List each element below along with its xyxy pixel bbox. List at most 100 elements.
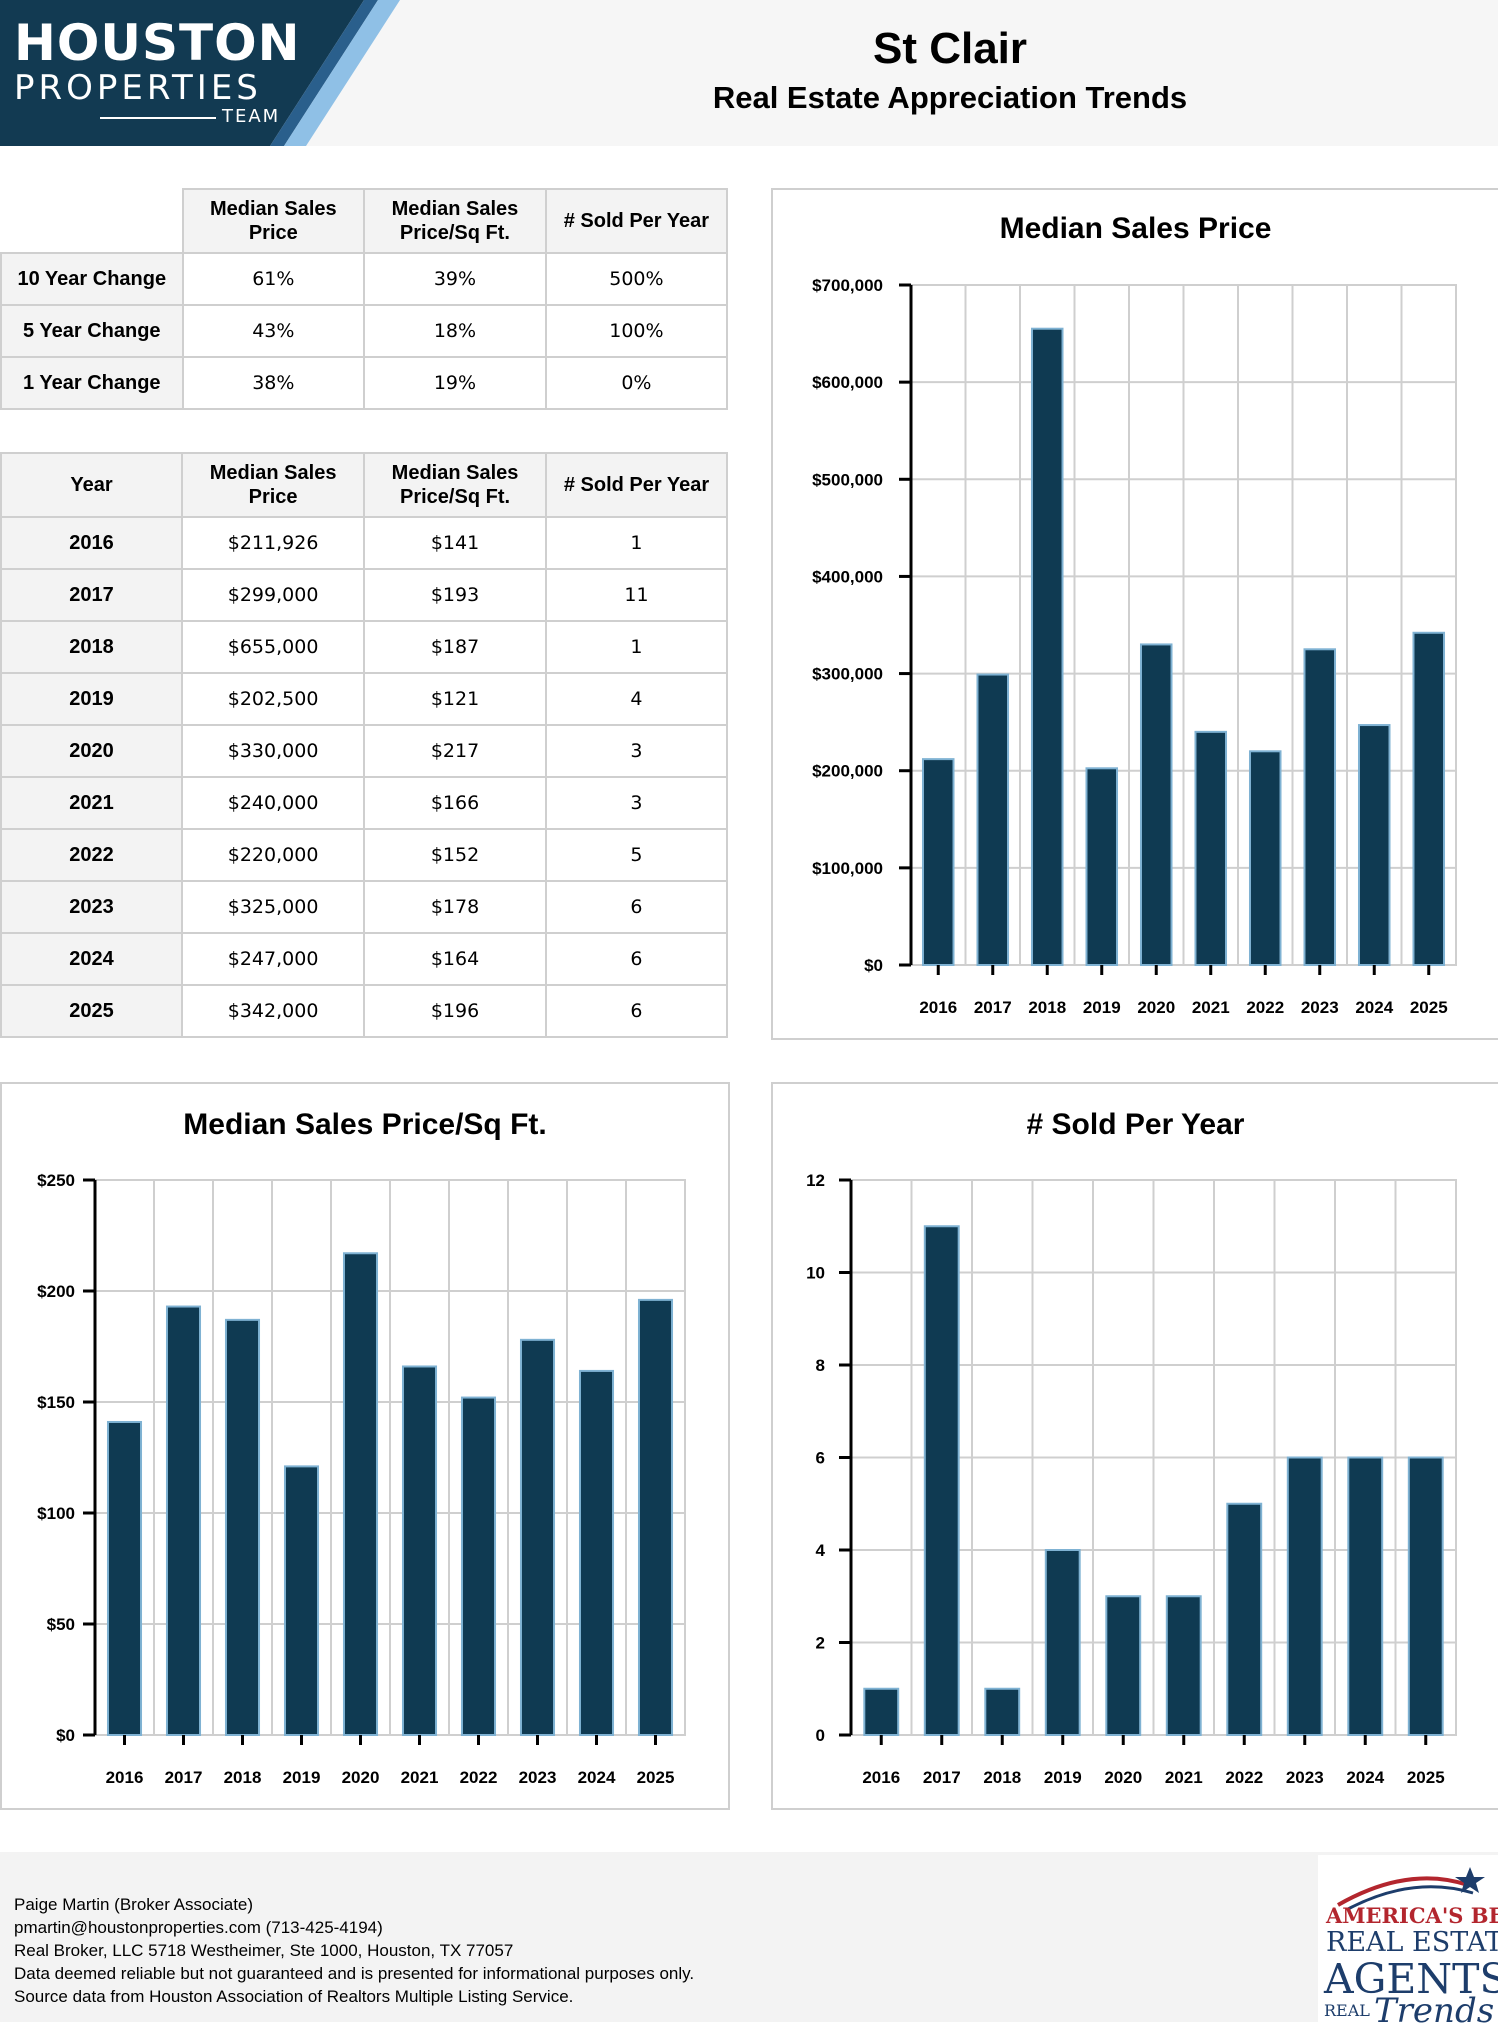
change-cell: 38% [181, 356, 366, 410]
x-tick-label: 2023 [1301, 998, 1339, 1017]
bar-2016 [106, 1420, 143, 1736]
year-table-cell: $325,000 [181, 880, 366, 934]
x-tick-label: 2024 [578, 1768, 616, 1787]
x-tick-label: 2018 [983, 1768, 1021, 1787]
x-tick-label: 2025 [1407, 1768, 1445, 1787]
x-tick-label: 2016 [106, 1768, 144, 1787]
y-tick-label: 8 [816, 1356, 825, 1375]
price-sqft-chart: Median Sales Price/Sq Ft. $0 $50 $100 $150 $2… [37, 1108, 686, 1787]
bar-2022 [1226, 1502, 1263, 1736]
change-row-label: 10 Year Change [0, 252, 184, 306]
logo-line1: HOUSTON [14, 14, 301, 72]
x-tick-label: 2020 [1137, 998, 1175, 1017]
y-tick-label: $200 [37, 1282, 75, 1301]
year-cell: 2017 [0, 568, 184, 622]
x-tick-label: 2023 [1286, 1768, 1324, 1787]
footer-source: Source data from Houston Association of … [14, 1987, 574, 2006]
badge-line2: REAL ESTATE [1326, 1927, 1498, 1958]
change-cell: 43% [181, 304, 366, 358]
year-table-header: Year [0, 452, 184, 518]
bar-2017 [923, 1225, 960, 1736]
year-table-cell: $193 [363, 568, 547, 622]
badge-line3: AGENTS [1324, 1955, 1498, 2003]
y-tick-label: $100 [37, 1504, 75, 1523]
year-table-cell: 1 [544, 516, 729, 570]
x-tick-label: 2018 [1028, 998, 1066, 1017]
bar-2016 [921, 758, 955, 966]
year-table-cell: $202,500 [181, 672, 366, 726]
year-table-cell: $220,000 [181, 828, 366, 882]
year-table-header: Median Sales Price [181, 452, 366, 518]
change-row-label: 5 Year Change [0, 304, 184, 358]
bar-2018 [224, 1318, 261, 1737]
year-table-cell: $187 [363, 620, 547, 674]
bar-2020 [1105, 1595, 1142, 1736]
badge-line1: AMERICA'S BEST [1326, 1903, 1498, 1928]
bar-2016 [863, 1687, 900, 1736]
year-table-cell: $178 [363, 880, 547, 934]
bar-2022 [460, 1396, 497, 1736]
bar-2020 [342, 1252, 379, 1736]
year-table: Year Median Sales Price Median Sales Pri… [0, 452, 729, 1038]
year-cell: 2025 [0, 984, 184, 1038]
bar-2017 [165, 1305, 202, 1736]
footer-disclaimer: Data deemed reliable but not guaranteed … [14, 1964, 695, 1983]
y-tick-label: $150 [37, 1393, 75, 1412]
bar-2024 [1347, 1456, 1384, 1736]
americas-best-badge: AMERICA'S BEST REAL ESTATE AGENTS REAL T… [1318, 1855, 1498, 2031]
change-cell: 500% [544, 252, 729, 306]
x-tick-label: 2021 [1165, 1768, 1203, 1787]
x-tick-label: 2020 [342, 1768, 380, 1787]
bar-2025 [1412, 631, 1446, 966]
year-table-cell: $247,000 [181, 932, 366, 986]
bar-2024 [1357, 724, 1391, 966]
change-table-header: Median Sales Price/Sq Ft. [363, 188, 547, 254]
header: HOUSTON PROPERTIES TEAM St Clair Real Es… [0, 0, 1498, 146]
year-table-row: 2022 $220,000 $152 5 [0, 828, 729, 882]
sold-per-year-chart: # Sold Per Year 0 2 4 6 8 10 12 2016 2017 2018 2019… [806, 1108, 1457, 1787]
y-tick-label: $0 [56, 1726, 75, 1745]
y-tick-label: 4 [816, 1541, 826, 1560]
change-table-corner [0, 188, 184, 254]
y-tick-label: $700,000 [812, 276, 883, 295]
y-tick-label: $500,000 [812, 470, 883, 489]
x-tick-label: 2024 [1346, 1768, 1384, 1787]
change-table: Median Sales Price Median Sales Price/Sq… [0, 188, 729, 410]
y-tick-label: 12 [806, 1171, 825, 1190]
bar-2023 [1303, 648, 1337, 966]
bar-2021 [1165, 1595, 1202, 1736]
year-table-cell: 1 [544, 620, 729, 674]
y-tick-label: $100,000 [812, 859, 883, 878]
chart-title: Median Sales Price [1000, 212, 1272, 245]
change-table-header: Median Sales Price [181, 188, 366, 254]
year-table-cell: 3 [544, 776, 729, 830]
x-tick-label: 2019 [1044, 1768, 1082, 1787]
year-table-row: 2021 $240,000 $166 3 [0, 776, 729, 830]
year-table-cell: $211,926 [181, 516, 366, 570]
year-table-cell: $164 [363, 932, 547, 986]
y-tick-label: 10 [806, 1264, 825, 1283]
change-cell: 18% [363, 304, 547, 358]
x-tick-label: 2022 [1246, 998, 1284, 1017]
x-tick-label: 2017 [923, 1768, 961, 1787]
change-cell: 61% [181, 252, 366, 306]
x-tick-label: 2018 [224, 1768, 262, 1787]
median-price-chart-panel: Median Sales Price $0 $100,000 $200,000 $300… [771, 188, 1498, 1040]
x-tick-label: 2020 [1104, 1768, 1142, 1787]
year-table-cell: $342,000 [181, 984, 366, 1038]
year-table-cell: $240,000 [181, 776, 366, 830]
y-tick-label: $300,000 [812, 665, 883, 684]
bar-2021 [1194, 730, 1228, 966]
year-table-row: 2018 $655,000 $187 1 [0, 620, 729, 674]
y-tick-label: $200,000 [812, 762, 883, 781]
logo-rule [100, 117, 216, 119]
logo-line2: PROPERTIES [14, 68, 262, 108]
change-table-row: 1 Year Change 38% 19% 0% [0, 356, 729, 410]
year-table-row: 2019 $202,500 $121 4 [0, 672, 729, 726]
x-tick-label: 2022 [1225, 1768, 1263, 1787]
year-table-cell: $299,000 [181, 568, 366, 622]
x-tick-label: 2021 [1192, 998, 1230, 1017]
year-table-cell: $196 [363, 984, 547, 1038]
bar-2022 [1248, 750, 1282, 966]
bar-2025 [1407, 1456, 1444, 1736]
